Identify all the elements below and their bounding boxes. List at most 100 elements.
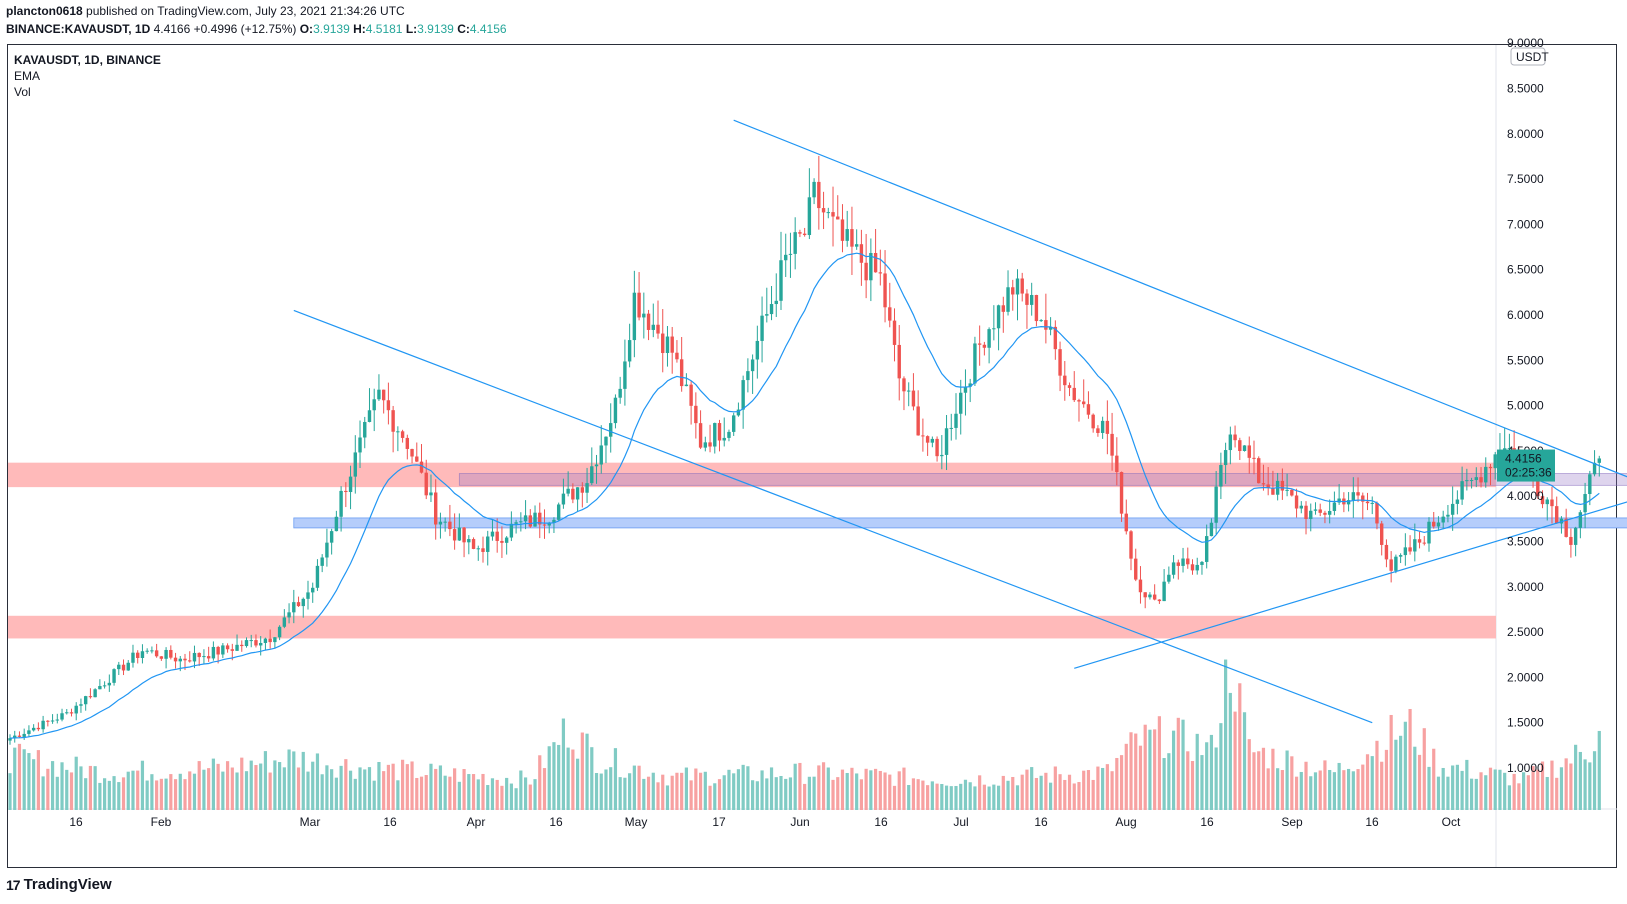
volume-bar: [1105, 764, 1109, 810]
candle: [1219, 465, 1223, 487]
candle: [1351, 492, 1356, 501]
volume-bar: [944, 785, 949, 810]
candle: [1006, 287, 1010, 312]
volume-bar: [888, 774, 892, 810]
volume-bar: [145, 780, 149, 810]
volume-bar: [713, 783, 717, 810]
candle: [240, 644, 244, 647]
volume-bar: [680, 772, 684, 810]
candle: [221, 645, 225, 655]
volume-bar: [32, 759, 36, 810]
volume-bar: [1436, 776, 1441, 810]
volume-bar: [632, 765, 636, 810]
volume-bar: [855, 773, 859, 810]
volume-bar: [1559, 767, 1564, 810]
volume-bar: [244, 771, 249, 810]
volume-bar: [523, 777, 528, 810]
candle: [311, 587, 315, 593]
volume-bar: [1086, 770, 1091, 810]
candle: [817, 181, 821, 209]
candle: [1015, 278, 1020, 295]
volume-bar: [367, 767, 372, 810]
tradingview-brand[interactable]: 17 TradingView: [6, 876, 112, 893]
candle: [363, 421, 367, 438]
candle: [746, 371, 750, 381]
publish-date: published on TradingView.com, July 23, 2…: [86, 4, 405, 18]
price-tick-label: 2.5000: [1507, 625, 1544, 639]
candle: [235, 644, 239, 651]
candle: [1455, 499, 1460, 504]
volume-bar: [1148, 729, 1152, 810]
volume-bar: [1507, 785, 1512, 810]
candle: [1299, 505, 1303, 509]
volume-bar: [519, 770, 523, 810]
volume-bar: [793, 763, 797, 810]
volume-bar: [1067, 774, 1072, 810]
candle: [1479, 477, 1483, 483]
candle: [462, 527, 466, 543]
volume-bar: [528, 784, 532, 810]
volume-bar: [1313, 772, 1318, 810]
candle: [1138, 579, 1143, 593]
candle: [826, 212, 830, 214]
volume-bar: [1134, 733, 1138, 810]
candle: [457, 527, 462, 541]
candle: [897, 344, 901, 379]
volume-bar: [864, 768, 868, 810]
candle: [467, 539, 471, 543]
candle: [878, 272, 883, 274]
price-tick-label: 6.0000: [1507, 308, 1544, 322]
candle: [277, 626, 282, 638]
volume-bar: [230, 767, 234, 810]
price-tick-label: 7.0000: [1507, 217, 1544, 231]
volume-bar: [249, 760, 253, 810]
time-tick-label: Jul: [953, 815, 968, 829]
candle: [273, 637, 277, 643]
volume-bar: [235, 772, 239, 810]
legend-ema[interactable]: EMA: [14, 69, 41, 83]
volume-bar: [1422, 728, 1426, 810]
candle: [1474, 477, 1478, 481]
candle: [495, 531, 499, 541]
volume-bar: [1318, 770, 1322, 810]
volume-bar: [60, 762, 64, 810]
volume-bar: [1351, 771, 1355, 810]
candle: [173, 657, 178, 662]
candle: [372, 399, 376, 411]
volume-bar: [722, 775, 726, 810]
candle: [519, 521, 523, 523]
volume-bar: [509, 783, 513, 810]
volume-bar: [1365, 754, 1370, 810]
volume-bar: [717, 779, 722, 810]
candle: [301, 598, 305, 607]
legend-vol[interactable]: Vol: [14, 85, 31, 99]
author-name[interactable]: plancton0618: [6, 4, 83, 18]
candle: [55, 719, 59, 721]
volume-bar: [1299, 771, 1303, 810]
candle: [840, 219, 845, 241]
volume-bar: [727, 769, 731, 810]
candle: [973, 343, 977, 384]
volume-bar: [670, 775, 674, 810]
candle: [684, 384, 689, 387]
time-tick-label: 17: [712, 815, 726, 829]
volume-bar: [55, 776, 59, 810]
legend-symbol[interactable]: KAVAUSDT, 1D, BINANCE: [14, 53, 161, 67]
volume-bar: [225, 761, 230, 810]
volume-bar: [1205, 742, 1209, 810]
volume-bar: [585, 733, 589, 810]
time-tick-label: Aug: [1115, 815, 1136, 829]
volume-bar: [1252, 752, 1256, 810]
candle: [921, 435, 925, 437]
volume-bar: [88, 765, 93, 810]
candle: [1020, 278, 1024, 294]
volume-bar: [1214, 747, 1218, 810]
candle: [845, 229, 849, 241]
volume-bar: [330, 769, 334, 810]
candle: [552, 519, 556, 523]
candle: [481, 548, 485, 552]
candle: [1309, 510, 1313, 519]
volume-bar: [396, 780, 400, 810]
volume-bar: [892, 785, 897, 810]
